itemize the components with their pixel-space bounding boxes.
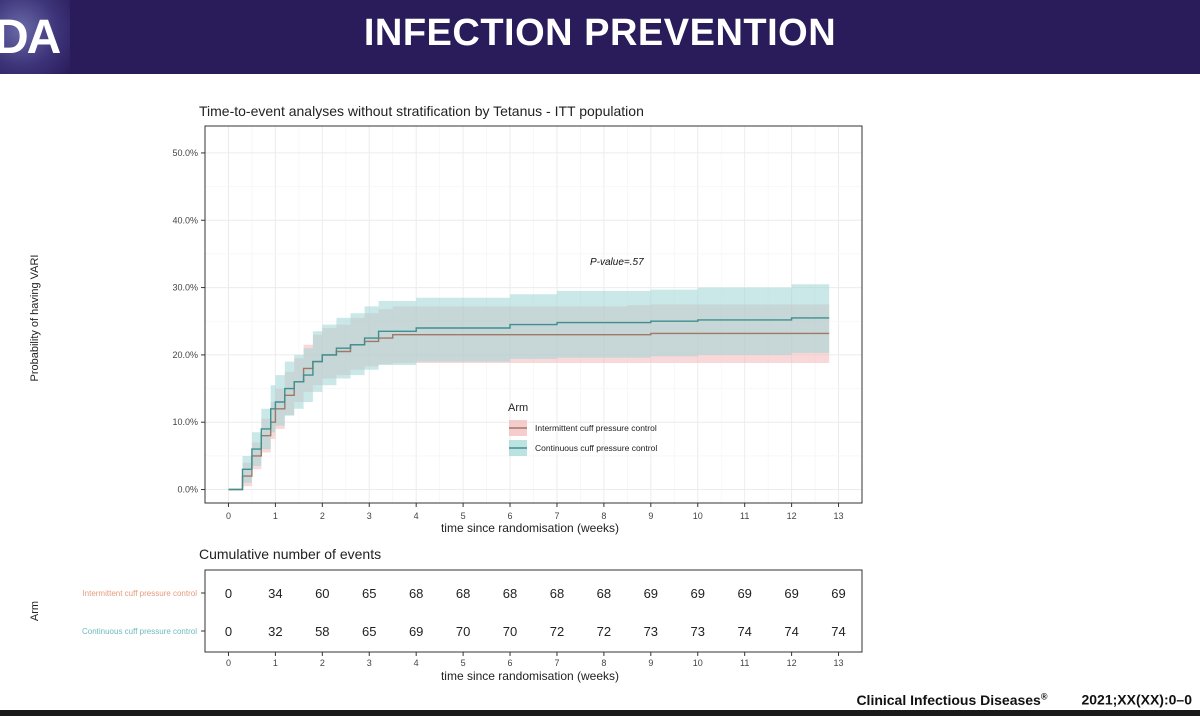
risk-table-cell: 69 (644, 586, 658, 601)
risk-table-cell: 70 (456, 624, 470, 639)
risk-table-cell: 58 (315, 624, 329, 639)
x-tick-label: 10 (693, 511, 703, 521)
risk-table-x-tick-label: 3 (367, 658, 372, 668)
citation: Clinical Infectious Diseases® 2021;XX(XX)… (856, 691, 1192, 708)
risk-table-cell: 68 (503, 586, 517, 601)
risk-table-row-label-1: Intermittent cuff pressure control (82, 589, 197, 598)
risk-table-x-tick-label: 2 (320, 658, 325, 668)
journal-name: Clinical Infectious Diseases® (856, 691, 1048, 708)
risk-table-border (204, 569, 863, 653)
page-title: INFECTION PREVENTION (363, 12, 837, 54)
risk-table-title: Cumulative number of events (199, 546, 381, 562)
plot-border (204, 125, 863, 504)
risk-table-cell: 74 (737, 624, 751, 639)
risk-table-x-tick-label: 5 (461, 658, 466, 668)
x-tick-label: 1 (273, 511, 278, 521)
risk-table-cell: 72 (550, 624, 564, 639)
risk-table-cell: 73 (691, 624, 705, 639)
risk-table-cell: 34 (268, 586, 282, 601)
x-tick-label: 13 (834, 511, 844, 521)
journal-name-text: Clinical Infectious Diseases (856, 691, 1041, 708)
y-tick-label: 10.0% (172, 417, 198, 427)
risk-table-x-tick-label: 1 (273, 658, 278, 668)
x-tick-label: 3 (367, 511, 372, 521)
x-tick-label: 6 (508, 511, 513, 521)
legend: Arm Intermittent cuff pressure control Con… (508, 402, 657, 456)
risk-table-cell: 69 (409, 624, 423, 639)
risk-table-cell: 69 (691, 586, 705, 601)
risk-table-cell: 70 (503, 624, 517, 639)
risk-table-arm-label: Arm (29, 601, 41, 621)
risk-table-x-tick-label: 12 (787, 658, 797, 668)
legend-title: Arm (508, 402, 528, 414)
header-banner: DA INFECTION PREVENTION (0, 0, 1200, 74)
citation-reference: 2021;XX(XX):0–0 (1081, 691, 1192, 708)
risk-table-cell: 65 (362, 624, 376, 639)
y-tick-label: 0.0% (177, 485, 198, 495)
risk-table-cell: 32 (268, 624, 282, 639)
x-tick-label: 5 (461, 511, 466, 521)
risk-table-x-tick-label: 7 (554, 658, 559, 668)
y-tick-label: 50.0% (172, 148, 198, 158)
y-tick-label: 20.0% (172, 350, 198, 360)
risk-table-x-tick-label: 13 (834, 658, 844, 668)
risk-table-x-tick-label: 6 (508, 658, 513, 668)
risk-table-cell: 69 (831, 586, 845, 601)
x-axis-label: time since randomisation (weeks) (441, 521, 619, 535)
logo: DA (0, 11, 61, 64)
risk-table-cell: 72 (597, 624, 611, 639)
risk-table-cell: 68 (456, 586, 470, 601)
p-value-annotation: P-value=.57 (590, 257, 644, 268)
risk-table-cell: 0 (225, 624, 232, 639)
risk-table-cell: 0 (225, 586, 232, 601)
x-tick-label: 12 (787, 511, 797, 521)
risk-table-cell: 68 (597, 586, 611, 601)
risk-table-x-tick-label: 4 (414, 658, 419, 668)
risk-table-x-tick-label: 0 (226, 658, 231, 668)
legend-label-2: Continuous cuff pressure control (535, 443, 657, 453)
y-axis-label: Probability of having VARI (29, 255, 41, 382)
risk-table-cell: 74 (831, 624, 845, 639)
risk-table-row-label-2: Continuous cuff pressure control (82, 627, 197, 636)
series-line-2 (228, 317, 830, 491)
survival-chart: 0 1 2 3 4 5 6 7 8 9 10 11 12 130.0%10.0%20.0%30.0%40.… (29, 103, 863, 683)
risk-table-cell: 65 (362, 586, 376, 601)
risk-table-cell: 69 (737, 586, 751, 601)
risk-table-x-tick-label: 10 (693, 658, 703, 668)
registered-mark: ® (1040, 691, 1048, 701)
bottom-bar (0, 710, 1200, 716)
risk-table-cell: 68 (550, 586, 564, 601)
y-tick-label: 30.0% (172, 283, 198, 293)
risk-table-cell: 60 (315, 586, 329, 601)
risk-table: Intermittent cuff pressure control 0 34 60 6… (82, 569, 863, 668)
risk-table-x-tick-label: 8 (601, 658, 606, 668)
y-tick-label: 40.0% (172, 215, 198, 225)
x-tick-label: 11 (740, 511, 749, 521)
x-tick-label: 0 (226, 511, 231, 521)
risk-table-x-tick-label: 9 (648, 658, 653, 668)
risk-table-x-tick-label: 11 (740, 658, 749, 668)
x-tick-label: 2 (320, 511, 325, 521)
x-tick-label: 9 (648, 511, 653, 521)
x-tick-label: 8 (601, 511, 606, 521)
risk-table-cell: 73 (644, 624, 658, 639)
risk-table-cell: 68 (409, 586, 423, 601)
chart-title: Time-to-event analyses without stratific… (199, 103, 644, 119)
risk-table-cell: 69 (784, 586, 798, 601)
legend-label-1: Intermittent cuff pressure control (535, 423, 657, 433)
x-tick-label: 7 (554, 511, 559, 521)
risk-table-x-axis-label: time since randomisation (weeks) (441, 669, 619, 683)
x-tick-label: 4 (414, 511, 419, 521)
risk-table-cell: 74 (784, 624, 798, 639)
logo-background (0, 0, 70, 74)
